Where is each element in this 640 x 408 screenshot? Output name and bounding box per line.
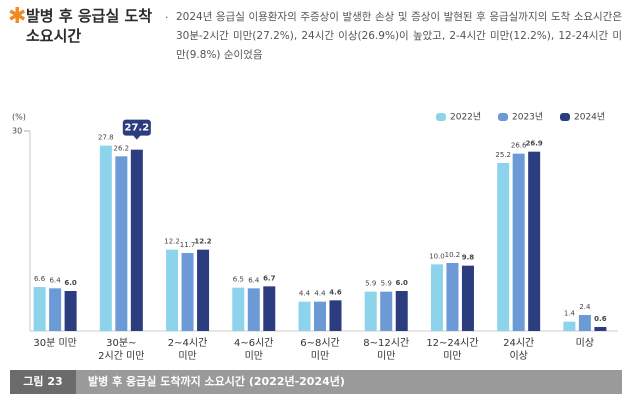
value-label: 6.4 (50, 276, 62, 284)
bar (314, 301, 326, 331)
value-label: 10.2 (445, 251, 461, 259)
y-tick-label: 30 (12, 127, 22, 136)
legend-label: 2023년 (512, 112, 543, 123)
value-label: 6.7 (263, 274, 276, 282)
value-label: 6.4 (248, 276, 260, 284)
bar (461, 265, 474, 331)
value-label: 6.0 (64, 279, 77, 287)
x-tick-label: 30분 미만 (33, 338, 77, 349)
body-text: 2024년 응급실 이용환자의 주증상이 발생한 손상 및 증상이 발현된 후 … (176, 11, 622, 61)
bar (594, 327, 607, 331)
legend-label: 2024년 (574, 112, 605, 123)
bar (247, 288, 260, 331)
bar (380, 291, 393, 331)
value-label: 12.2 (164, 238, 180, 246)
bar (430, 264, 443, 331)
bullet: · (165, 11, 169, 24)
value-label: 9.8 (462, 254, 475, 262)
figure-number: 그림 23 (10, 370, 76, 394)
bar (197, 249, 210, 331)
x-tick-label: 4~6시간 미만 (234, 338, 274, 362)
bar (446, 263, 459, 331)
bar (232, 287, 245, 331)
bar (298, 301, 311, 331)
callout-box (122, 119, 151, 136)
figure-caption: 발병 후 응급실 도착까지 소요시간 (2022년-2024년) (88, 375, 345, 388)
value-label: 11.7 (180, 241, 196, 249)
value-label: 0.6 (594, 315, 607, 323)
value-label: 25.2 (495, 151, 511, 159)
section-title: 발병 후 응급실 도착 소요시간 (26, 7, 153, 45)
value-label: 4.4 (314, 290, 326, 298)
x-tick-label: 12~24시간 미만 (426, 338, 479, 362)
value-label: 26.6 (511, 142, 527, 150)
bar (512, 153, 525, 331)
title-icon: ✱ (8, 4, 27, 29)
bar (497, 163, 510, 331)
value-label: 5.9 (365, 280, 376, 288)
bar (166, 249, 179, 331)
value-label: 27.8 (98, 134, 114, 142)
bar (563, 321, 576, 331)
bar (115, 156, 128, 331)
bar (578, 315, 591, 331)
value-label: 26.2 (114, 144, 130, 152)
x-tick-label: 미상 (575, 338, 595, 349)
bar (528, 151, 541, 331)
bar (49, 288, 62, 331)
bar (99, 145, 112, 331)
x-tick-label: 2~4시간 미만 (167, 338, 208, 362)
value-label: 12.2 (194, 238, 211, 246)
y-axis-label: (%) (12, 113, 26, 122)
figure-caption-bar: 그림 23 발병 후 응급실 도착까지 소요시간 (2022년-2024년) (10, 370, 622, 394)
value-label: 2.4 (579, 303, 591, 311)
bar (130, 149, 143, 331)
x-tick-label: 6~8시간 미만 (300, 338, 340, 362)
value-label: 6.5 (233, 276, 244, 284)
callout-pointer (132, 135, 141, 140)
value-label: 6.0 (396, 279, 409, 287)
x-tick-label: 8~12시간 미만 (363, 338, 410, 362)
value-label: 4.6 (329, 288, 342, 296)
x-tick-label: 30분~ 2시간 미만 (98, 338, 145, 362)
bar (33, 287, 46, 331)
value-label: 10.0 (429, 252, 445, 260)
legend-swatch (436, 113, 446, 121)
bar (64, 291, 77, 331)
value-label: 1.4 (564, 310, 576, 318)
legend-label: 2022년 (450, 112, 481, 123)
bar (395, 291, 408, 331)
value-label: 6.6 (34, 275, 46, 283)
value-label: 26.9 (526, 140, 543, 148)
value-label: 4.4 (299, 290, 311, 298)
value-label: 5.9 (381, 280, 392, 288)
bar (364, 291, 377, 331)
value-label: 27.2 (124, 123, 149, 134)
bar (263, 286, 276, 331)
bar (329, 300, 342, 331)
bar (181, 253, 194, 331)
legend-swatch (498, 113, 508, 121)
x-tick-label: 24시간 이상 (503, 338, 535, 362)
legend-swatch (560, 113, 570, 121)
